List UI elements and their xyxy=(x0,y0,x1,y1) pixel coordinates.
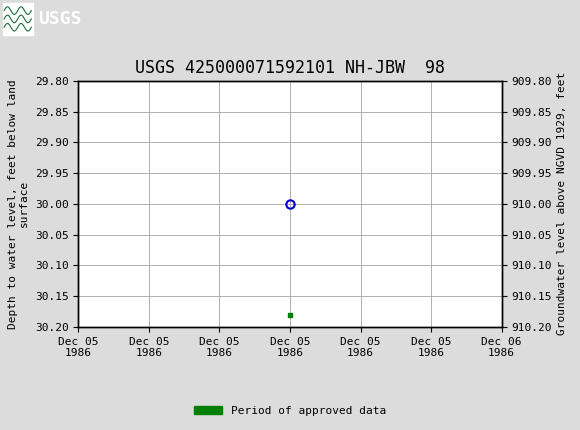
Y-axis label: Depth to water level, feet below land
surface: Depth to water level, feet below land su… xyxy=(8,79,29,329)
Y-axis label: Groundwater level above NGVD 1929, feet: Groundwater level above NGVD 1929, feet xyxy=(557,72,567,335)
FancyBboxPatch shape xyxy=(3,3,33,35)
Title: USGS 425000071592101 NH-JBW  98: USGS 425000071592101 NH-JBW 98 xyxy=(135,58,445,77)
Text: USGS: USGS xyxy=(38,10,81,28)
Legend: Period of approved data: Period of approved data xyxy=(190,401,390,420)
